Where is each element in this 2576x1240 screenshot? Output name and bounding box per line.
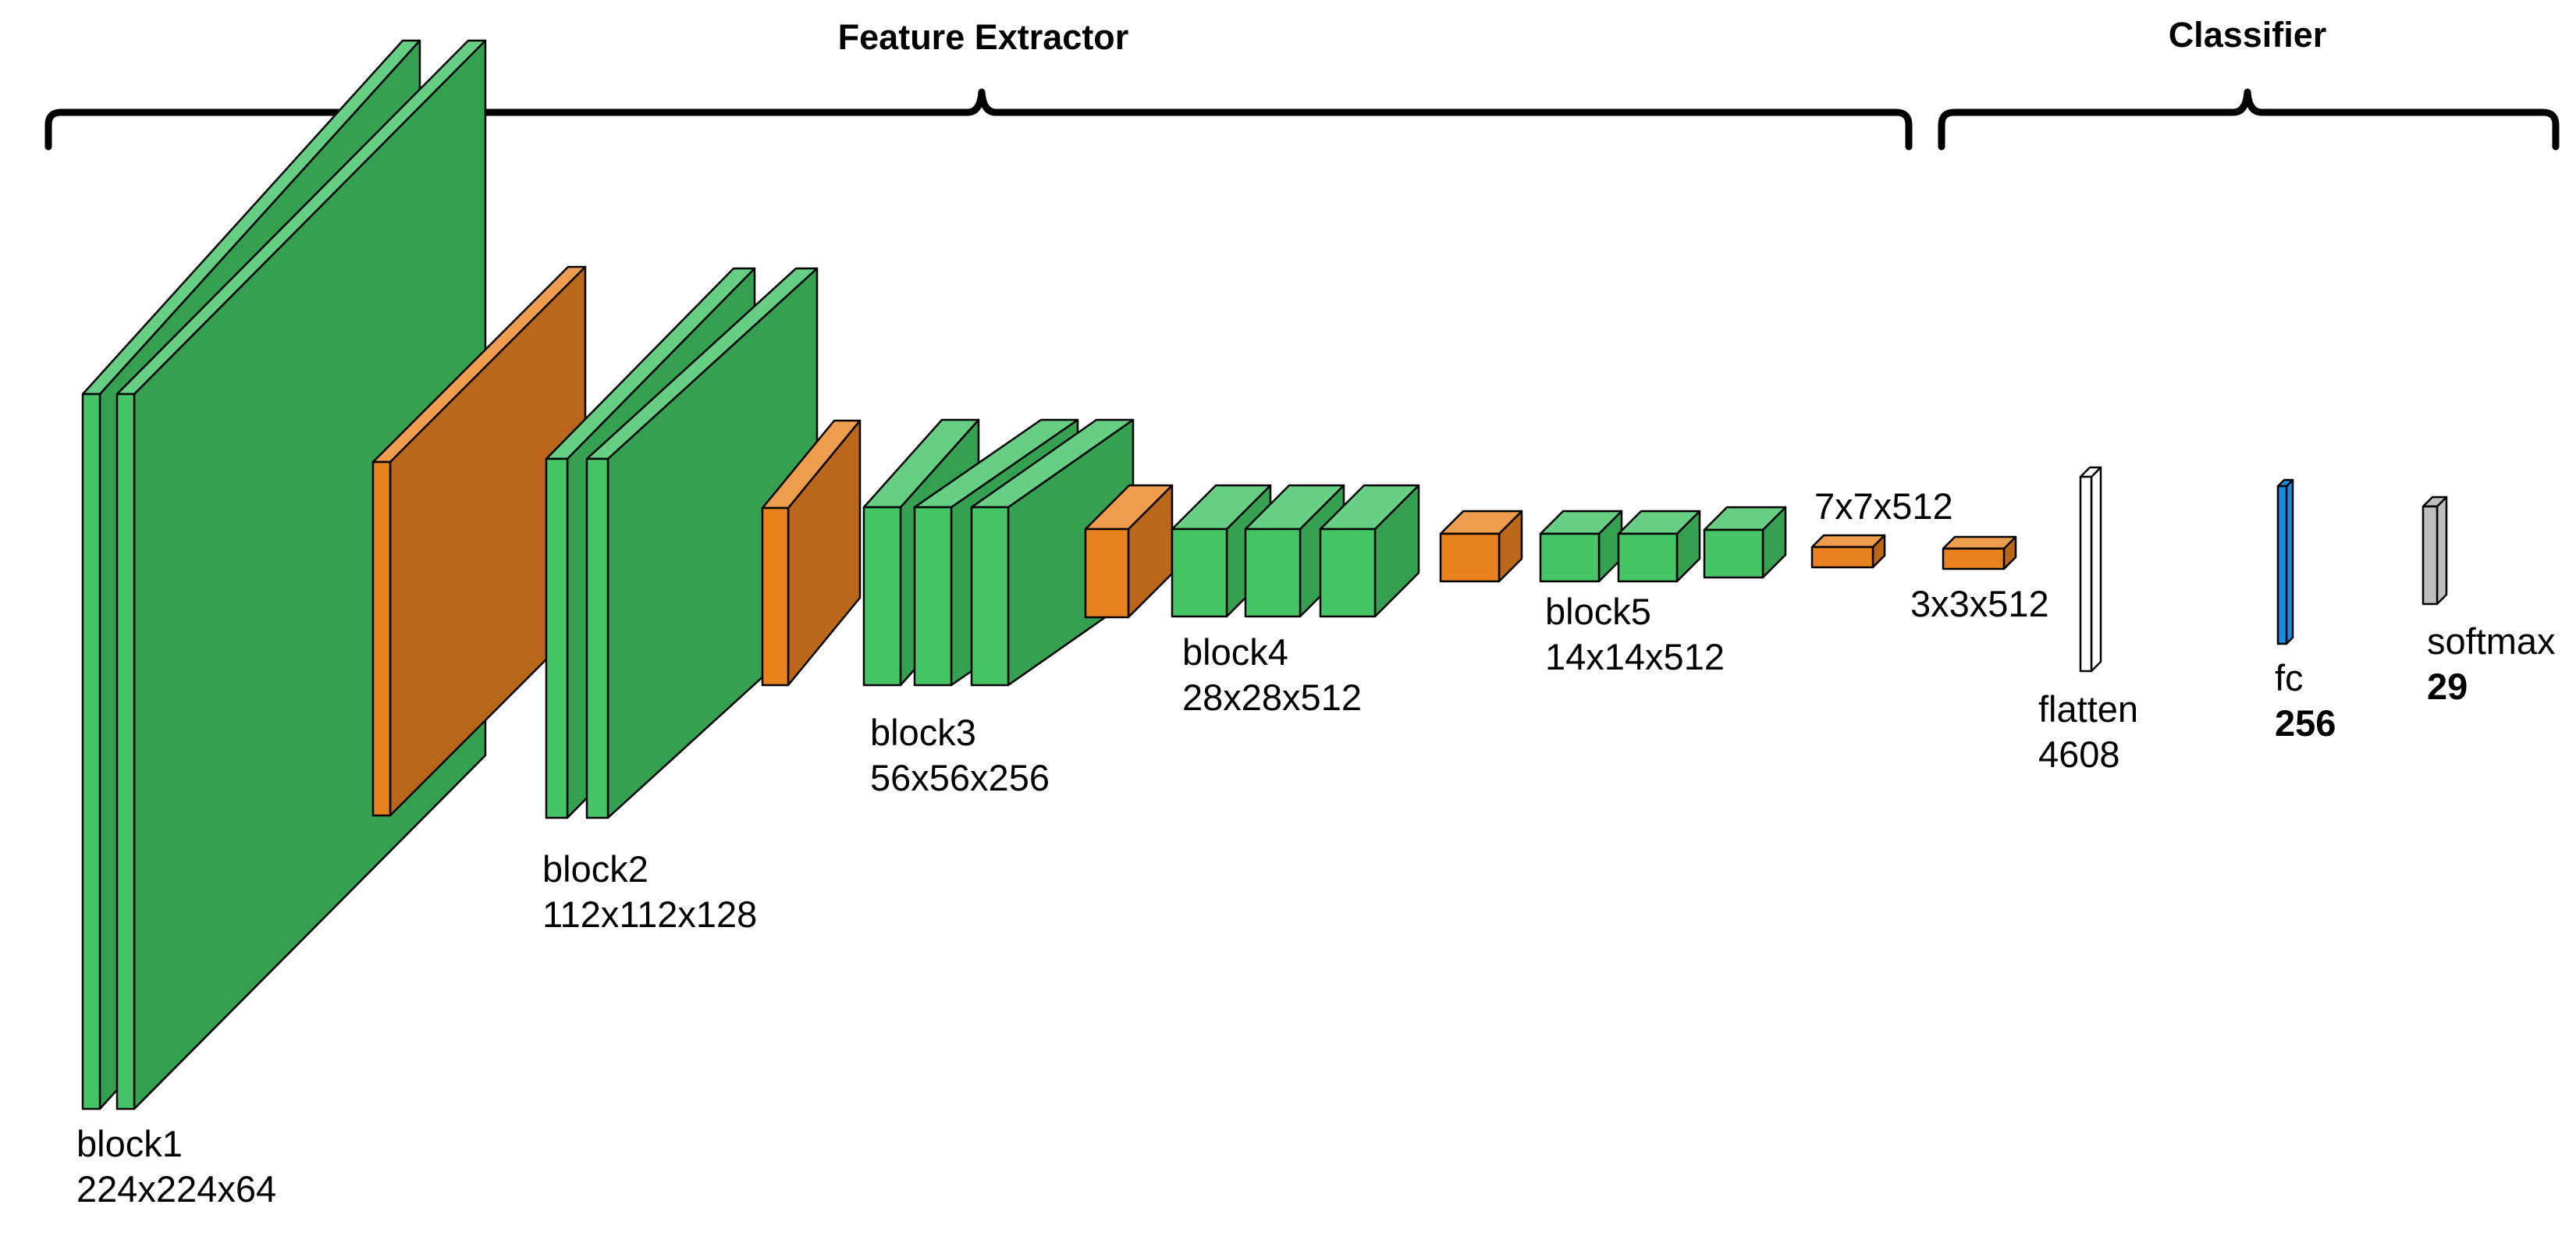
block2-name-label: block2 bbox=[542, 848, 648, 890]
block1-conv2-layer bbox=[115, 39, 487, 1110]
pool6-dims-label: 3x3x512 bbox=[1910, 583, 2049, 624]
block5-conv3-layer bbox=[1703, 506, 1787, 579]
block1-dims-label: 224x224x64 bbox=[76, 1168, 276, 1210]
block5-conv2-layer-front-face bbox=[1617, 532, 1679, 583]
block1-conv2-layer-front-face bbox=[115, 393, 136, 1110]
pool5-layer-top-face bbox=[1810, 534, 1886, 549]
block3-dims-label: 56x56x256 bbox=[870, 757, 1050, 798]
block4-pool-layer bbox=[1439, 510, 1523, 583]
block4-dims-label: 28x28x512 bbox=[1182, 677, 1362, 718]
block4-conv2-layer-front-face bbox=[1244, 528, 1302, 618]
fc-layer-front-face bbox=[2276, 485, 2288, 645]
softmax-layer-side-face bbox=[2436, 496, 2448, 606]
flatten-layer-front-face bbox=[2079, 475, 2093, 673]
block3-pool-layer bbox=[1084, 484, 1174, 619]
block4-name-label: block4 bbox=[1182, 631, 1288, 673]
block2-dims-label: 112x112x128 bbox=[542, 894, 757, 935]
block3-conv1-layer-front-face bbox=[862, 506, 902, 687]
block4-pool-layer-front-face bbox=[1439, 532, 1501, 583]
block1-pool-layer-front-face bbox=[371, 460, 392, 817]
block5-conv1-layer-front-face bbox=[1539, 532, 1601, 583]
fc-name-label: fc bbox=[2275, 657, 2304, 698]
block3-conv3-layer bbox=[970, 418, 1135, 687]
block5-dims-label: 14x14x512 bbox=[1545, 636, 1725, 677]
block1-pool-layer bbox=[371, 265, 587, 817]
block4-conv3-layer-front-face bbox=[1319, 528, 1377, 618]
fc-layer bbox=[2276, 478, 2294, 645]
layer-stack bbox=[81, 39, 2448, 1110]
pool5-layer bbox=[1810, 534, 1886, 569]
block5-name-label: block5 bbox=[1545, 591, 1651, 632]
pool6-layer bbox=[1942, 535, 2017, 570]
pool5-layer-front-face bbox=[1810, 545, 1874, 569]
flatten-name-label: flatten bbox=[2038, 688, 2138, 730]
fc-units-label: 256 bbox=[2275, 702, 2336, 744]
block5-conv2-layer bbox=[1617, 510, 1701, 583]
block2-pool-layer bbox=[761, 419, 862, 687]
classifier-header: Classifier bbox=[2169, 15, 2327, 55]
block5-conv3-layer-front-face bbox=[1703, 528, 1764, 579]
block2-conv2-layer-front-face bbox=[585, 457, 609, 819]
feature-extractor-brace bbox=[44, 88, 1913, 151]
block4-conv3-layer bbox=[1319, 484, 1420, 618]
pool5-dims-label: 7x7x512 bbox=[1814, 485, 1953, 527]
softmax-name-label: softmax bbox=[2427, 620, 2556, 662]
flatten-layer bbox=[2079, 466, 2102, 673]
flatten-layer-side-face bbox=[2090, 466, 2102, 673]
block1-conv1-layer-front-face bbox=[81, 393, 101, 1110]
block5-conv1-layer bbox=[1539, 510, 1623, 583]
block3-name-label: block3 bbox=[870, 712, 976, 753]
block2-pool-layer-front-face bbox=[761, 506, 790, 687]
softmax-layer bbox=[2421, 496, 2448, 606]
block1-name-label: block1 bbox=[76, 1123, 183, 1164]
block2-conv1-layer-front-face bbox=[545, 457, 569, 819]
flatten-units-label: 4608 bbox=[2038, 734, 2120, 775]
softmax-units-label: 29 bbox=[2427, 666, 2468, 707]
block3-pool-layer-front-face bbox=[1084, 528, 1130, 619]
classifier-brace bbox=[1938, 88, 2560, 151]
block3-conv3-layer-front-face bbox=[970, 506, 1010, 687]
block4-conv1-layer-front-face bbox=[1171, 528, 1228, 618]
pool6-layer-top-face bbox=[1942, 535, 2017, 550]
block3-conv2-layer-front-face bbox=[913, 506, 953, 687]
feature-extractor-header: Feature Extractor bbox=[838, 17, 1129, 57]
pool6-layer-front-face bbox=[1942, 547, 2006, 570]
softmax-layer-front-face bbox=[2421, 505, 2439, 606]
